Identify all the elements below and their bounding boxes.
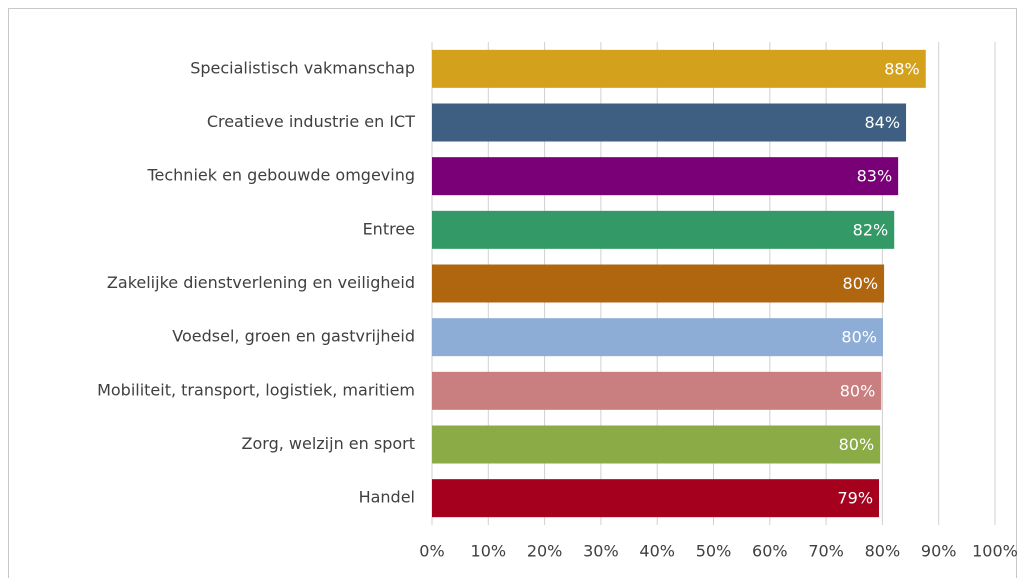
x-tick-label: 0%	[419, 542, 444, 561]
x-tick-label: 10%	[471, 542, 507, 561]
y-tick-label: Entree	[363, 219, 415, 238]
value-label: 80%	[839, 435, 875, 454]
y-tick-label: Techniek en gebouwde omgeving	[146, 166, 415, 185]
x-tick-label: 30%	[583, 542, 619, 561]
value-label: 80%	[841, 328, 877, 347]
y-tick-label: Mobiliteit, transport, logistiek, mariti…	[97, 380, 415, 399]
value-label: 88%	[884, 59, 920, 78]
bar	[432, 49, 926, 88]
x-tick-label: 90%	[921, 542, 957, 561]
value-label: 84%	[864, 113, 900, 132]
value-label: 80%	[843, 274, 879, 293]
y-tick-label: Specialistisch vakmanschap	[190, 58, 415, 77]
bar	[432, 210, 895, 249]
x-tick-label: 70%	[808, 542, 844, 561]
bar	[432, 157, 899, 196]
y-tick-label: Creatieve industrie en ICT	[207, 112, 415, 131]
x-tick-label: 80%	[865, 542, 901, 561]
value-label: 83%	[857, 167, 893, 186]
x-tick-label: 40%	[639, 542, 675, 561]
bar	[432, 264, 885, 303]
x-tick-label: 60%	[752, 542, 788, 561]
y-tick-label: Zakelijke dienstverlening en veiligheid	[107, 273, 415, 292]
y-tick-label: Zorg, welzijn en sport	[242, 434, 415, 453]
y-tick-label: Voedsel, groen en gastvrijheid	[172, 327, 415, 346]
bar	[432, 318, 883, 357]
bar	[432, 103, 907, 142]
value-label: 79%	[837, 489, 873, 508]
x-tick-label: 50%	[696, 542, 732, 561]
bar	[432, 479, 880, 518]
value-label: 80%	[840, 381, 876, 400]
value-label: 82%	[853, 220, 889, 239]
bar	[432, 371, 882, 410]
x-tick-label: 20%	[527, 542, 563, 561]
y-tick-label: Handel	[359, 488, 415, 507]
x-tick-label: 100%	[972, 542, 1018, 561]
bar	[432, 425, 881, 464]
